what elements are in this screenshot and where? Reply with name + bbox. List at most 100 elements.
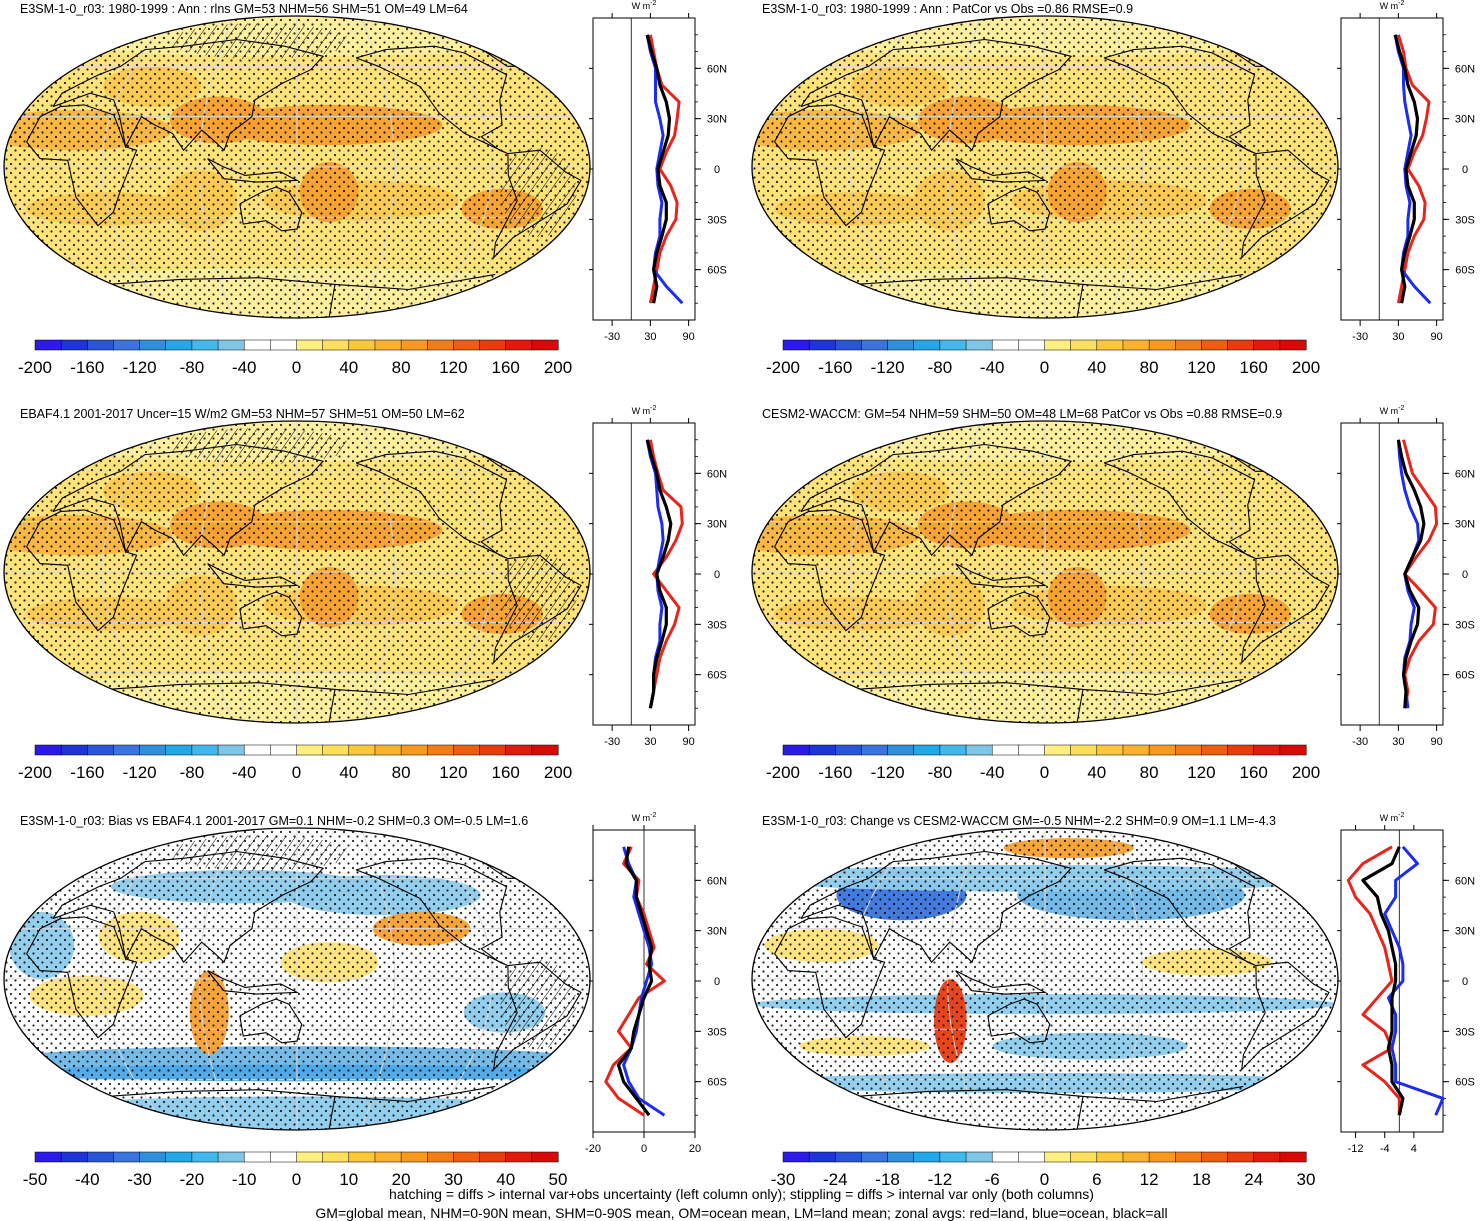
value-tick-label: -4 — [1380, 1143, 1390, 1155]
lat-tick-label: 60N — [1455, 63, 1475, 75]
map-outline — [751, 827, 1339, 1131]
lat-tick-label: 60N — [707, 63, 727, 75]
zonal-unit-label: W m-2 — [1380, 405, 1405, 416]
zonal-mean-plot: 60N 30N 0 30S 60S -30 30 90 W m-2 — [1337, 0, 1475, 343]
value-tick-label: 30 — [644, 331, 656, 343]
colorbar-swatch — [505, 744, 533, 756]
colorbar-label: -40 — [980, 763, 1005, 782]
colorbar-swatch — [191, 1151, 219, 1163]
value-tick-label: 90 — [683, 736, 695, 748]
zonal-line-land — [1396, 34, 1431, 304]
colorbar-swatch — [165, 339, 193, 351]
value-tick-label: 4 — [1411, 1143, 1417, 1155]
lat-tick-label: 60S — [707, 670, 727, 682]
colorbar-swatch — [1253, 339, 1281, 351]
colorbar-swatch — [1096, 339, 1124, 351]
lat-tick-label: 0 — [714, 569, 720, 581]
value-tick-label: -30 — [604, 331, 620, 343]
colorbar-swatch — [808, 339, 836, 351]
value-tick-label: -20 — [585, 1143, 601, 1155]
colorbar-swatch — [400, 1151, 428, 1163]
colorbar-swatch — [243, 339, 271, 351]
colorbar-label: -160 — [818, 358, 852, 377]
lat-tick-label: 0 — [1462, 164, 1468, 176]
colorbar-swatch — [87, 744, 115, 756]
colorbar-swatch — [1201, 744, 1229, 756]
map-outline — [751, 15, 1339, 319]
colorbar-label: -20 — [180, 1170, 205, 1189]
colorbar-label: 200 — [1292, 358, 1320, 377]
colorbar-label: 40 — [339, 358, 358, 377]
colorbar-swatch — [861, 744, 889, 756]
colorbar-label: -80 — [180, 358, 205, 377]
colorbar-swatch — [913, 1151, 941, 1163]
colorbar-swatch — [1253, 744, 1281, 756]
colorbar-label: -40 — [75, 1170, 100, 1189]
colorbar-swatch — [453, 744, 481, 756]
colorbar-swatch — [374, 744, 402, 756]
lat-tick-label: 60N — [707, 875, 727, 887]
map — [4, 16, 590, 318]
value-tick-label: 90 — [683, 331, 695, 343]
colorbar-swatch — [965, 744, 993, 756]
zonal-line-all — [645, 439, 673, 709]
colorbar-label: -160 — [818, 763, 852, 782]
colorbar-swatch — [939, 744, 967, 756]
colorbar-label: -30 — [771, 1170, 796, 1189]
lat-tick-label: 30S — [707, 619, 727, 631]
colorbar-swatch — [479, 744, 507, 756]
panel-title: CESM2-WACCM: GM=54 NHM=59 SHM=50 OM=48 L… — [762, 407, 1283, 421]
footer-line-2: GM=global mean, NHM=0-90N mean, SHM=0-90… — [315, 1205, 1168, 1221]
colorbar-swatch — [1070, 744, 1098, 756]
colorbar-swatch — [34, 339, 62, 351]
lat-tick-label: 30S — [707, 214, 727, 226]
colorbar-label: -30 — [127, 1170, 152, 1189]
colorbar-swatch — [348, 1151, 376, 1163]
colorbar-swatch — [861, 1151, 889, 1163]
lat-tick-label: 0 — [714, 164, 720, 176]
colorbar-swatch — [1175, 1151, 1202, 1163]
colorbar-label: 0 — [292, 763, 301, 782]
panel-6: E3SM-1-0_r03: Change vs CESM2-WACCM GM=-… — [748, 812, 1483, 1217]
colorbar-swatch — [1279, 1151, 1307, 1163]
colorbar-swatch — [835, 744, 863, 756]
colorbar-label: -40 — [232, 763, 257, 782]
panel-3: EBAF4.1 2001-2017 Uncer=15 W/m2 GM=53 NH… — [0, 405, 740, 810]
zonal-line-ocean — [622, 846, 666, 1117]
colorbar-swatch — [296, 339, 324, 351]
value-tick-label: 30 — [1392, 736, 1404, 748]
colorbar-swatch — [531, 339, 559, 351]
zonal-line-all — [645, 34, 672, 304]
lat-tick-label: 60N — [1455, 468, 1475, 480]
colorbar-swatch — [1122, 339, 1150, 351]
colorbar-swatch — [270, 1151, 298, 1163]
colorbar-label: -120 — [123, 358, 157, 377]
colorbar-label: -120 — [123, 763, 157, 782]
colorbar-swatch — [808, 744, 836, 756]
zonal-line-ocean — [1383, 845, 1445, 1116]
colorbar-swatch — [991, 744, 1019, 756]
zonal-unit-label: W m-2 — [632, 405, 657, 416]
panel-2: E3SM-1-0_r03: 1980-1999 : Ann : PatCor v… — [748, 0, 1483, 405]
colorbar-label: 200 — [1292, 763, 1320, 782]
colorbar-swatch — [139, 744, 167, 756]
colorbar-swatch — [296, 744, 324, 756]
colorbar-swatch — [991, 1151, 1019, 1163]
colorbar-swatch — [60, 339, 88, 351]
zonal-mean-plot: 60N 30N 0 30S 60S -20 0 20 W m-2 — [585, 812, 727, 1155]
colorbar-label: 160 — [1240, 358, 1268, 377]
colorbar-swatch — [217, 339, 245, 351]
colorbar-swatch — [1175, 744, 1202, 756]
zonal-unit-label: W m-2 — [632, 0, 657, 11]
colorbar-swatch — [348, 744, 376, 756]
value-tick-label: 90 — [1431, 736, 1443, 748]
colorbar-label: -200 — [766, 763, 800, 782]
zonal-line-land — [1346, 845, 1401, 1116]
colorbar-label: 0 — [1040, 358, 1049, 377]
colorbar-label: 40 — [339, 763, 358, 782]
zonal-line-all — [1396, 439, 1426, 709]
lat-tick-label: 60N — [1455, 875, 1475, 887]
zonal-line-land — [648, 439, 684, 709]
zonal-line-all — [1361, 846, 1405, 1116]
colorbar-swatch — [1175, 339, 1202, 351]
